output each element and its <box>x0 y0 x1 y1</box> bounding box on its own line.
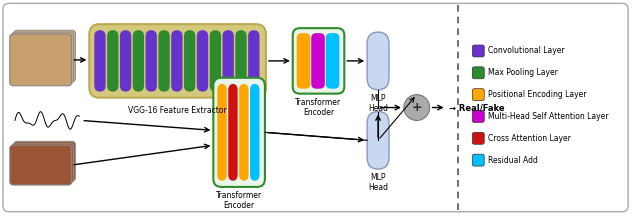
FancyBboxPatch shape <box>10 145 72 185</box>
FancyBboxPatch shape <box>172 30 182 92</box>
FancyBboxPatch shape <box>228 84 237 181</box>
Text: MLP
Head: MLP Head <box>368 94 388 113</box>
FancyBboxPatch shape <box>107 30 118 92</box>
FancyBboxPatch shape <box>223 30 234 92</box>
Text: +: + <box>412 101 422 114</box>
Text: Cross Attention Layer: Cross Attention Layer <box>488 134 571 143</box>
FancyBboxPatch shape <box>12 32 74 84</box>
FancyBboxPatch shape <box>184 30 195 92</box>
FancyBboxPatch shape <box>367 32 389 90</box>
Text: Max Pooling Layer: Max Pooling Layer <box>488 68 558 77</box>
FancyBboxPatch shape <box>236 30 246 92</box>
FancyBboxPatch shape <box>472 45 484 57</box>
FancyBboxPatch shape <box>120 30 131 92</box>
FancyBboxPatch shape <box>132 30 144 92</box>
FancyBboxPatch shape <box>158 30 170 92</box>
FancyBboxPatch shape <box>14 141 76 181</box>
FancyBboxPatch shape <box>12 143 74 183</box>
Circle shape <box>404 95 429 121</box>
FancyBboxPatch shape <box>145 30 157 92</box>
FancyBboxPatch shape <box>248 30 259 92</box>
FancyBboxPatch shape <box>210 30 221 92</box>
FancyBboxPatch shape <box>472 132 484 144</box>
Text: MLP
Head: MLP Head <box>368 173 388 192</box>
FancyBboxPatch shape <box>472 154 484 166</box>
Text: Multi-Head Self Attention Layer: Multi-Head Self Attention Layer <box>488 112 609 121</box>
FancyBboxPatch shape <box>311 33 325 89</box>
FancyBboxPatch shape <box>472 67 484 79</box>
Text: Residual Add: Residual Add <box>488 156 538 165</box>
Text: Transformer
Encoder: Transformer Encoder <box>216 191 262 210</box>
FancyBboxPatch shape <box>239 84 248 181</box>
FancyBboxPatch shape <box>3 3 628 212</box>
FancyBboxPatch shape <box>10 145 72 185</box>
FancyBboxPatch shape <box>326 33 339 89</box>
FancyBboxPatch shape <box>90 24 266 98</box>
FancyBboxPatch shape <box>218 84 227 181</box>
FancyBboxPatch shape <box>94 30 106 92</box>
Text: VGG-16 Feature Extractor: VGG-16 Feature Extractor <box>128 106 227 114</box>
FancyBboxPatch shape <box>197 30 208 92</box>
FancyBboxPatch shape <box>297 33 310 89</box>
FancyBboxPatch shape <box>472 111 484 122</box>
FancyBboxPatch shape <box>472 89 484 101</box>
FancyBboxPatch shape <box>213 78 265 187</box>
Text: Convolutional Layer: Convolutional Layer <box>488 46 565 56</box>
FancyBboxPatch shape <box>10 34 72 86</box>
FancyBboxPatch shape <box>367 111 389 169</box>
FancyBboxPatch shape <box>292 28 344 94</box>
Text: Positional Encoding Layer: Positional Encoding Layer <box>488 90 587 99</box>
Text: Transformer
Encoder: Transformer Encoder <box>296 98 342 117</box>
FancyBboxPatch shape <box>14 30 76 82</box>
FancyBboxPatch shape <box>250 84 259 181</box>
Text: → Real/Fake: → Real/Fake <box>449 103 504 112</box>
FancyBboxPatch shape <box>10 34 72 86</box>
